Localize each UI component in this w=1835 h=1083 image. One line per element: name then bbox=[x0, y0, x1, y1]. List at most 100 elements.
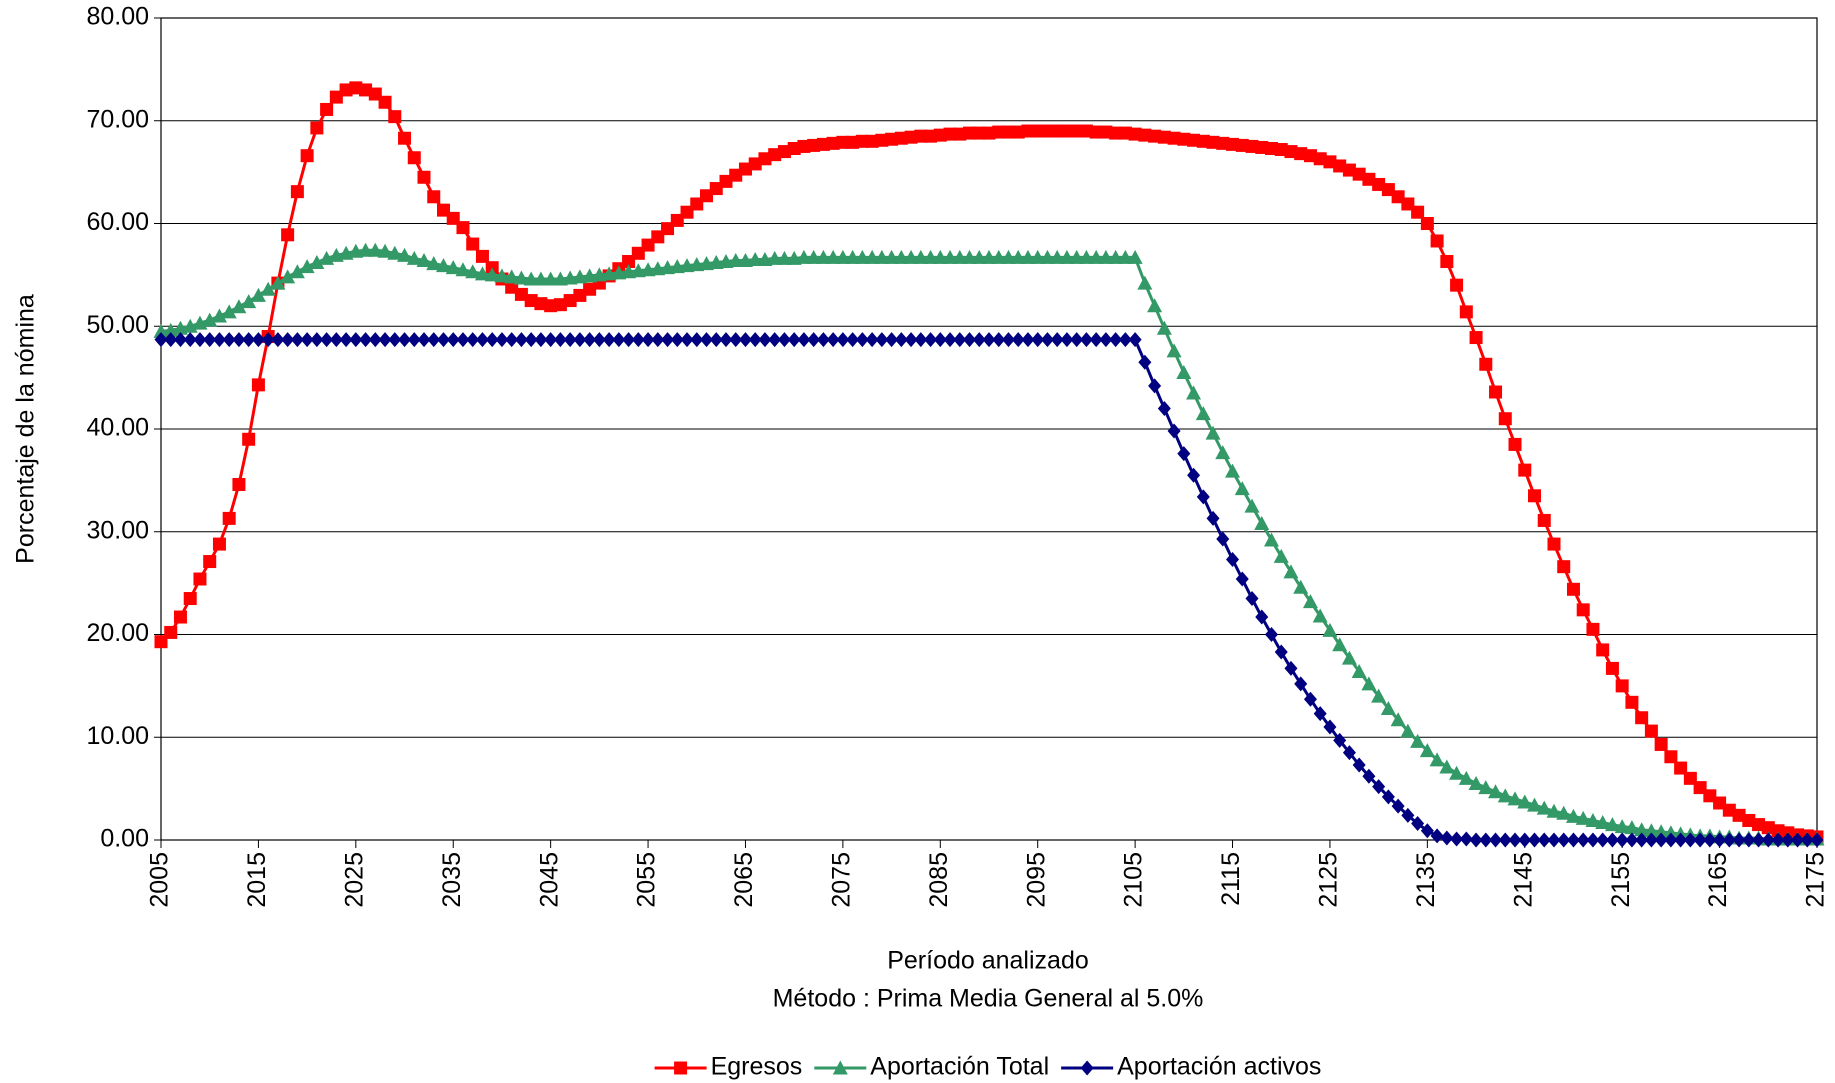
marker bbox=[1147, 298, 1163, 313]
marker bbox=[378, 95, 392, 109]
marker bbox=[1547, 832, 1561, 848]
marker bbox=[1010, 249, 1026, 264]
marker bbox=[1157, 400, 1171, 416]
marker bbox=[1137, 275, 1153, 290]
marker bbox=[690, 332, 704, 348]
marker bbox=[1576, 603, 1590, 617]
marker bbox=[543, 271, 559, 286]
marker bbox=[758, 332, 772, 348]
marker bbox=[1537, 832, 1551, 848]
marker bbox=[1021, 332, 1035, 348]
y-tick-label: 60.00 bbox=[86, 208, 149, 236]
marker bbox=[700, 332, 714, 348]
marker bbox=[1226, 551, 1240, 567]
marker bbox=[1371, 688, 1387, 703]
marker bbox=[1039, 249, 1055, 264]
marker bbox=[1635, 711, 1649, 725]
x-tick-label: 2095 bbox=[1022, 852, 1050, 908]
marker bbox=[807, 332, 821, 348]
marker bbox=[203, 555, 217, 569]
marker bbox=[1245, 591, 1259, 607]
marker bbox=[953, 332, 967, 348]
marker bbox=[1303, 691, 1317, 707]
marker bbox=[271, 332, 285, 348]
marker bbox=[427, 332, 441, 348]
marker bbox=[1732, 832, 1746, 848]
marker bbox=[1138, 354, 1152, 370]
marker bbox=[309, 255, 325, 270]
marker bbox=[1528, 832, 1542, 848]
marker bbox=[1235, 571, 1249, 587]
marker bbox=[1225, 463, 1241, 478]
legend: Egresos Aportación Total Aportación activo… bbox=[654, 1053, 1321, 1081]
marker bbox=[1546, 803, 1562, 818]
marker bbox=[466, 332, 480, 348]
marker bbox=[832, 1060, 848, 1075]
legend-label: Aportación Total bbox=[870, 1053, 1049, 1081]
marker bbox=[1049, 249, 1065, 264]
marker bbox=[1644, 724, 1658, 738]
marker bbox=[232, 477, 246, 491]
marker bbox=[1078, 249, 1094, 264]
marker bbox=[1187, 467, 1201, 483]
marker bbox=[281, 228, 295, 242]
legend-label: Egresos bbox=[711, 1053, 803, 1081]
marker bbox=[1625, 832, 1639, 848]
marker bbox=[894, 332, 908, 348]
marker bbox=[913, 249, 929, 264]
x-tick-label: 2075 bbox=[827, 852, 855, 908]
marker bbox=[465, 264, 481, 279]
marker bbox=[1254, 516, 1270, 531]
marker bbox=[1459, 305, 1473, 319]
marker bbox=[1430, 234, 1444, 248]
marker bbox=[1420, 217, 1434, 230]
marker bbox=[1059, 249, 1075, 264]
x-tick-label: 2005 bbox=[146, 852, 174, 908]
marker bbox=[631, 332, 645, 348]
marker bbox=[164, 332, 178, 348]
marker bbox=[367, 242, 383, 257]
marker bbox=[952, 249, 968, 264]
marker bbox=[270, 275, 286, 290]
marker bbox=[1117, 249, 1133, 264]
marker bbox=[329, 332, 343, 348]
marker bbox=[971, 249, 987, 264]
marker bbox=[1380, 700, 1396, 715]
marker bbox=[1450, 831, 1464, 847]
marker bbox=[242, 432, 256, 446]
marker bbox=[1127, 249, 1143, 264]
marker bbox=[1098, 249, 1114, 264]
series bbox=[154, 81, 1824, 844]
marker bbox=[1614, 819, 1630, 834]
marker bbox=[942, 249, 958, 264]
marker bbox=[475, 249, 489, 263]
marker bbox=[1557, 560, 1571, 574]
y-tick-label: 10.00 bbox=[86, 722, 149, 750]
marker bbox=[1791, 832, 1805, 848]
marker bbox=[289, 264, 305, 279]
marker bbox=[1274, 644, 1288, 660]
marker bbox=[1508, 832, 1522, 848]
marker bbox=[1566, 832, 1580, 848]
marker bbox=[290, 185, 304, 199]
marker bbox=[505, 332, 519, 348]
marker bbox=[1615, 832, 1629, 848]
marker bbox=[972, 332, 986, 348]
marker bbox=[455, 262, 471, 277]
marker bbox=[846, 332, 860, 348]
y-tick-label: 50.00 bbox=[86, 311, 149, 339]
marker bbox=[1498, 832, 1512, 848]
marker bbox=[875, 332, 889, 348]
marker bbox=[1742, 832, 1756, 848]
marker bbox=[1283, 564, 1299, 579]
marker bbox=[1693, 832, 1707, 848]
marker bbox=[1333, 732, 1347, 748]
x-tick-label: 2085 bbox=[925, 852, 953, 908]
marker bbox=[787, 332, 801, 348]
marker bbox=[728, 252, 744, 267]
marker bbox=[768, 332, 782, 348]
marker bbox=[1653, 824, 1669, 839]
series bbox=[153, 242, 1825, 846]
marker bbox=[1108, 249, 1124, 264]
